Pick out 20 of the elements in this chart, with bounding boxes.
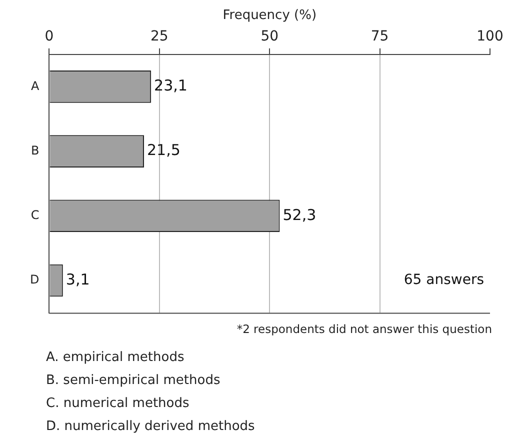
text: B. semi-empirical methods (46, 372, 222, 390)
data-label: 3,1 (66, 270, 90, 288)
x-tick-label: 75 (370, 28, 389, 45)
y-tick-label: A (31, 78, 40, 93)
data-label: 21,5 (147, 141, 180, 160)
y-tick-label: C (30, 208, 40, 222)
data-label: 52,3 (282, 206, 316, 224)
y-tick-label: B (31, 143, 40, 158)
annotation: 65 answers (404, 272, 484, 288)
text: D. numerically derived methods (46, 418, 255, 436)
x-tick-label: 25 (150, 28, 168, 45)
x-axis-title: Frequency (%) (222, 8, 317, 24)
text: A. empirical methods (46, 349, 186, 367)
text: C. numerical methods (46, 395, 190, 413)
text: *2 respondents did not answer this question (236, 322, 492, 336)
x-tick-label: 0 (44, 28, 54, 45)
x-tick-label: 50 (260, 28, 279, 45)
data-label: 23,1 (154, 76, 188, 95)
y-tick-label: D (30, 272, 40, 287)
x-tick-label: 100 (476, 28, 504, 45)
